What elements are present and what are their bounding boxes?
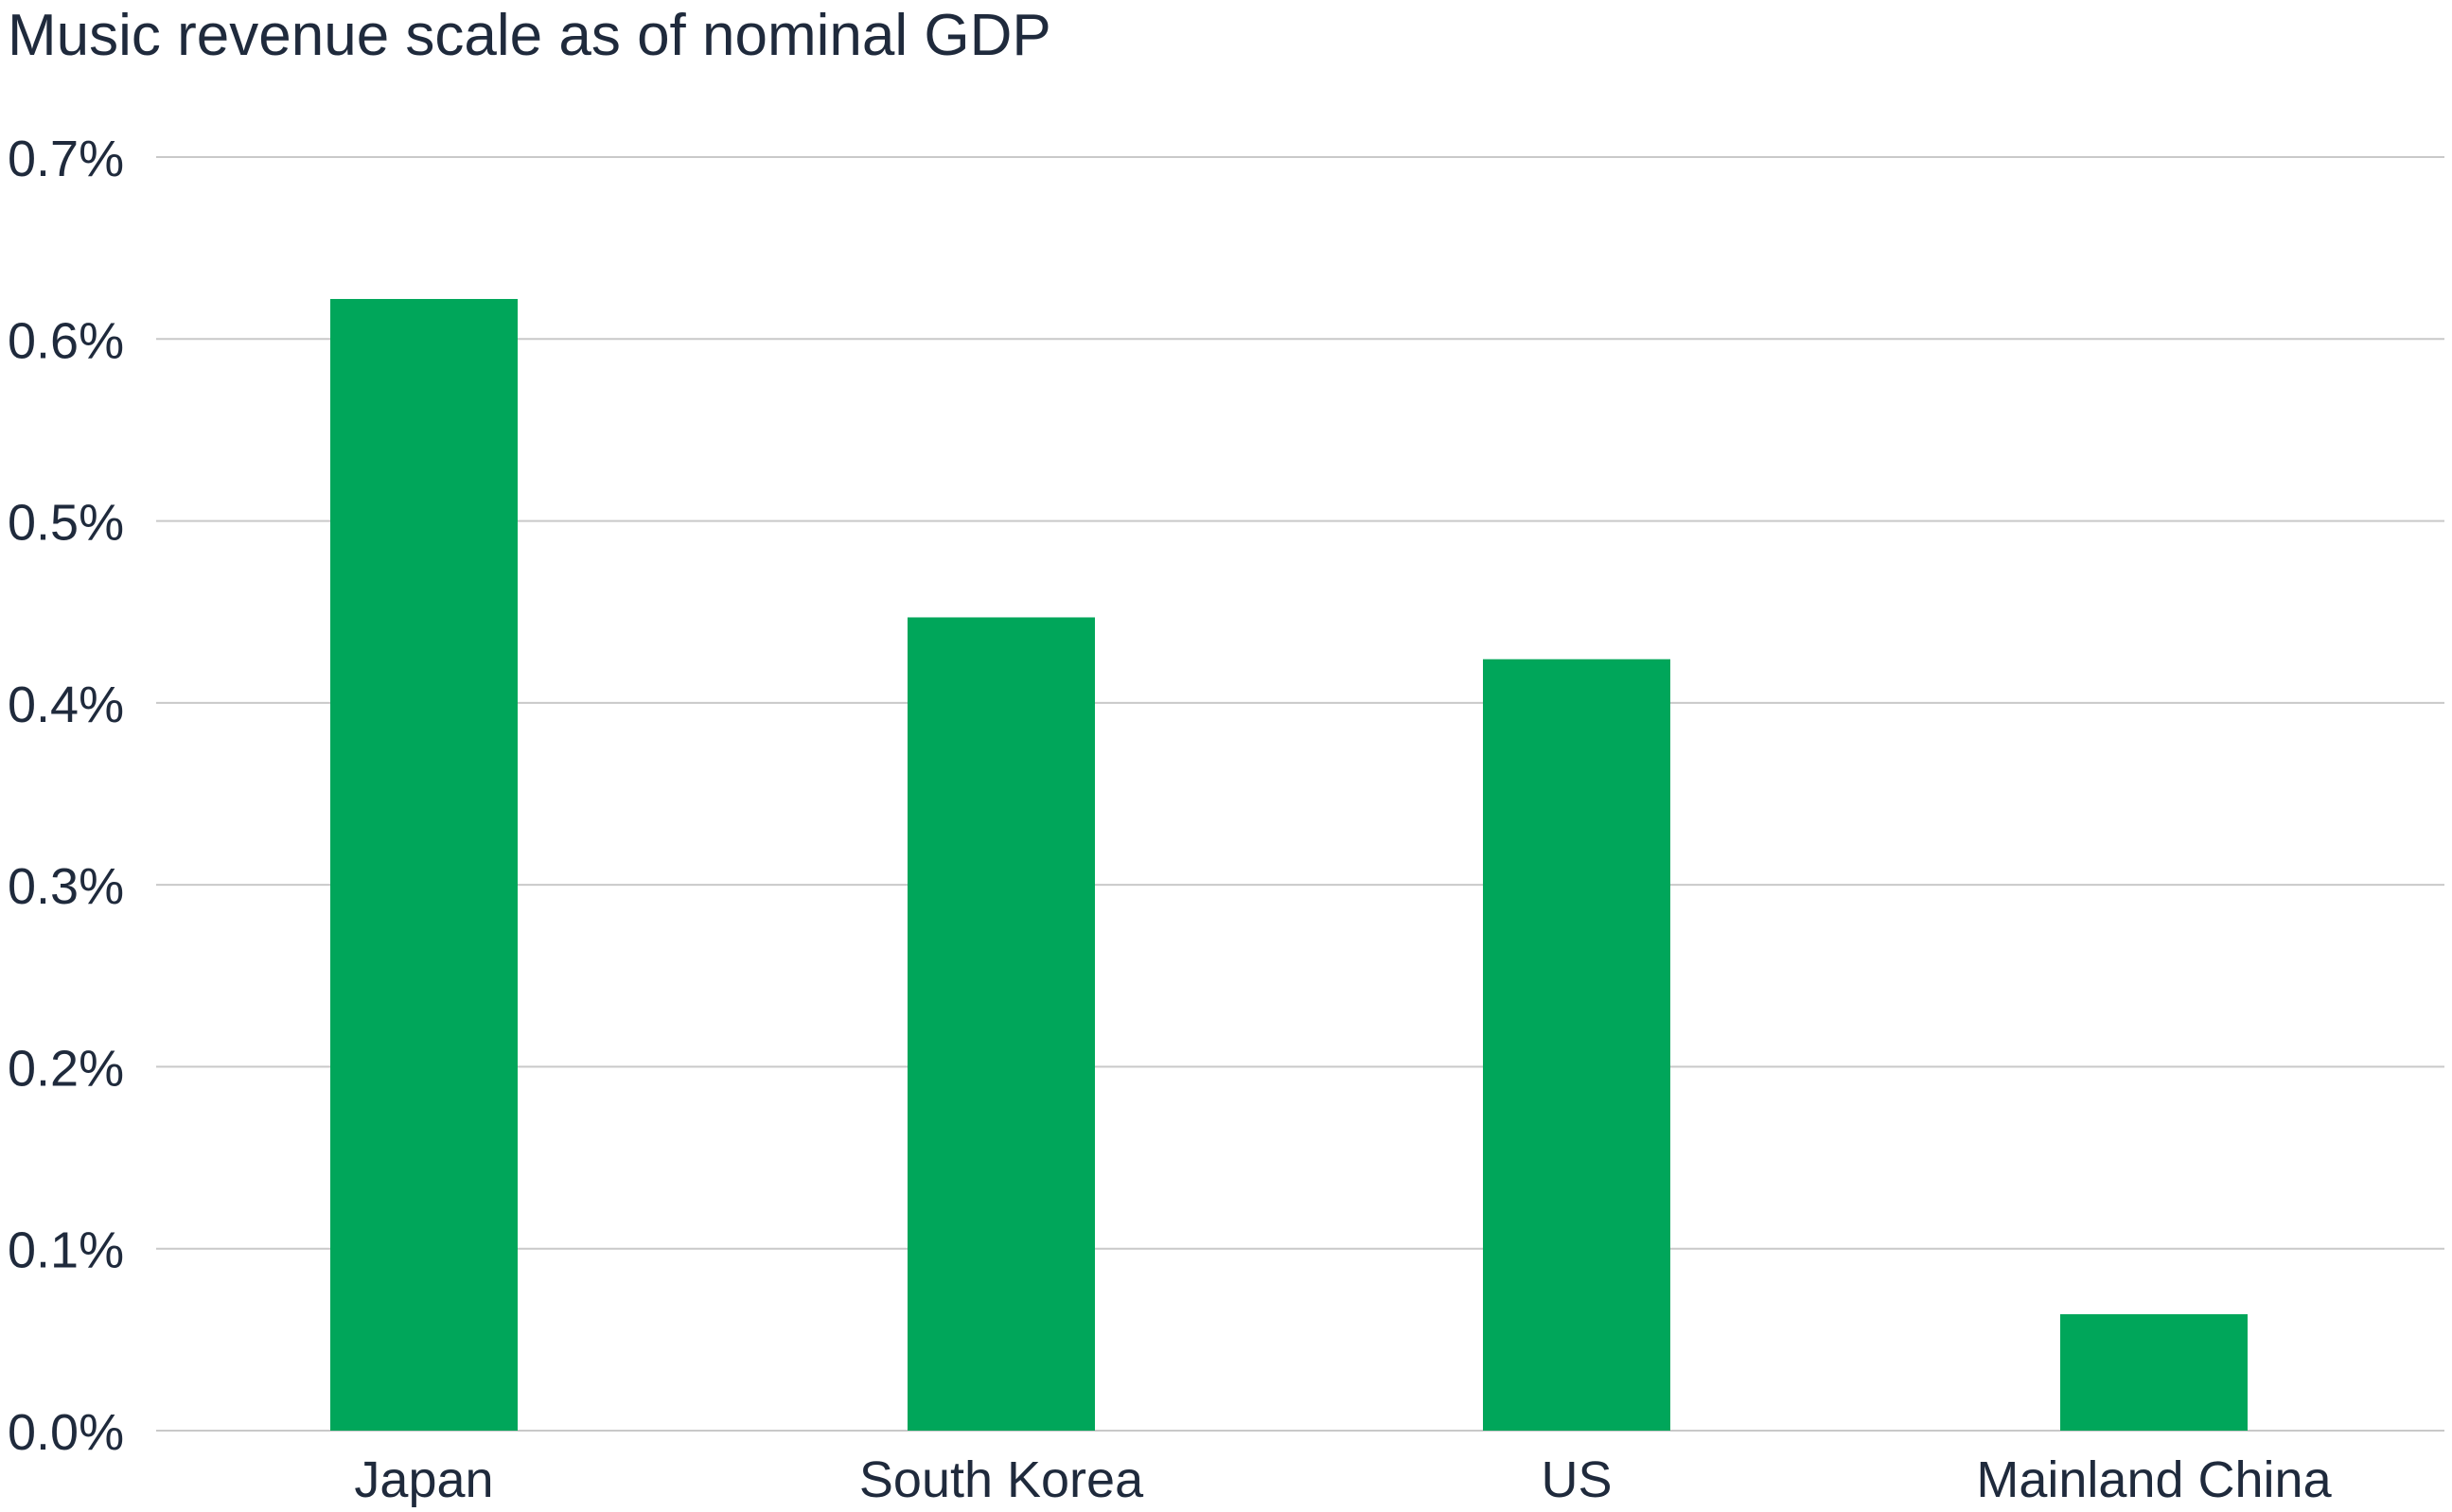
x-category-label: Japan — [354, 1451, 493, 1508]
x-category-label: South Korea — [859, 1451, 1144, 1508]
x-category-label: US — [1541, 1451, 1612, 1508]
y-tick-label: 0.5% — [8, 495, 124, 552]
bar-south-korea — [908, 617, 1095, 1431]
bar-us — [1483, 659, 1670, 1431]
y-tick-label: 0.4% — [8, 677, 124, 733]
bar-japan — [330, 298, 518, 1431]
bars — [330, 298, 2248, 1431]
y-tick-label: 0.2% — [8, 1040, 124, 1097]
y-tick-label: 0.1% — [8, 1222, 124, 1279]
x-category-label: Mainland China — [1976, 1451, 2332, 1508]
y-tick-label: 0.6% — [8, 312, 124, 369]
chart-title: Music revenue scale as of nominal GDP — [8, 3, 1051, 68]
bar-mainland-china — [2060, 1313, 2248, 1431]
gridlines — [156, 156, 2444, 1432]
y-tick-label: 0.0% — [8, 1404, 124, 1461]
x-axis-categories: Japan South Korea US Mainland China — [354, 1451, 2332, 1508]
y-tick-label: 0.7% — [8, 131, 124, 187]
y-axis-ticks: 0.0% 0.1% 0.2% 0.3% 0.4% 0.5% 0.6% 0.7% — [8, 131, 124, 1461]
y-tick-label: 0.3% — [8, 858, 124, 915]
